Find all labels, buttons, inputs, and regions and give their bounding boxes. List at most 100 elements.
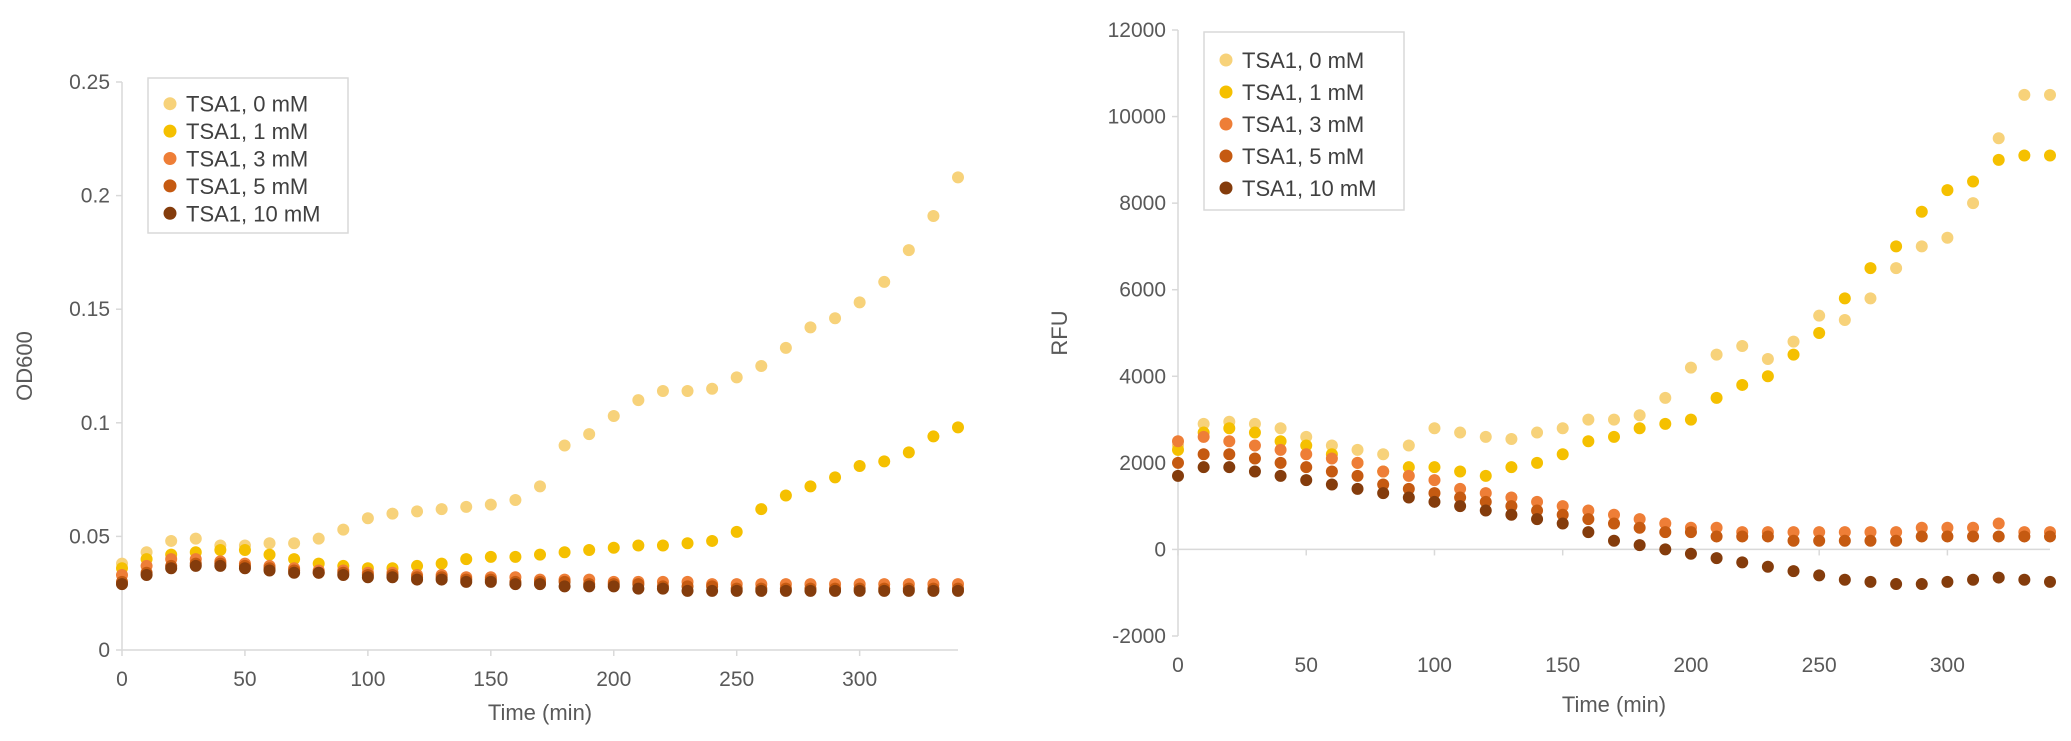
data-point (730, 525, 743, 538)
data-point (1300, 474, 1313, 487)
data-point (681, 584, 694, 597)
data-point (1248, 465, 1261, 478)
data-point (804, 584, 817, 597)
data-point (1172, 435, 1184, 448)
data-point (435, 557, 448, 570)
data-point (681, 384, 694, 397)
legend-marker (1219, 53, 1233, 67)
data-point (386, 571, 399, 584)
data-point (2044, 149, 2056, 162)
legend-label: TSA1, 10 mM (1242, 176, 1376, 201)
data-point (1223, 448, 1236, 461)
data-point (1582, 435, 1595, 448)
data-point (214, 559, 227, 572)
series-1 (1172, 88, 2056, 461)
data-point (1556, 422, 1569, 435)
data-point (1197, 430, 1210, 443)
data-point (558, 439, 571, 452)
data-point (1608, 517, 1620, 530)
data-point (1633, 513, 1646, 526)
legend-label: TSA1, 3 mM (1242, 112, 1364, 137)
data-point (509, 494, 522, 507)
data-point (1633, 539, 1646, 552)
data-point (484, 550, 497, 563)
data-point (263, 537, 276, 550)
data-point (2044, 575, 2056, 588)
data-point (878, 584, 891, 597)
data-point (952, 171, 964, 184)
data-point (632, 394, 645, 407)
data-point (1351, 482, 1364, 495)
data-point (1967, 175, 1980, 188)
data-point (1505, 461, 1518, 474)
y-axis-title: OD600 (12, 331, 37, 401)
data-point (829, 584, 842, 597)
data-point (2018, 88, 2031, 101)
data-point (681, 537, 694, 550)
data-point (1915, 521, 1928, 534)
data-point (534, 548, 546, 561)
data-point (1377, 465, 1390, 478)
legend-box (147, 77, 349, 234)
data-point (1300, 461, 1313, 474)
data-point (509, 578, 522, 591)
data-point (484, 498, 497, 511)
data-point (1787, 526, 1800, 539)
data-point (730, 584, 743, 597)
x-tick-label: 250 (1802, 654, 1837, 677)
data-point (1684, 361, 1697, 374)
data-point (1172, 443, 1184, 456)
data-point (1402, 469, 1415, 482)
data-point (1941, 530, 1954, 543)
data-point (730, 371, 743, 384)
y-tick-label: 0.15 (69, 298, 110, 321)
data-point (263, 548, 276, 561)
data-point (1608, 534, 1620, 547)
data-point (460, 500, 473, 513)
data-point (1890, 240, 1903, 253)
data-point (1608, 430, 1620, 443)
data-point (534, 578, 546, 591)
x-axis-title: Time (min) (1562, 692, 1666, 717)
data-point (1505, 500, 1518, 513)
data-point (1710, 530, 1723, 543)
data-point (1915, 205, 1928, 218)
data-point (140, 569, 153, 582)
y-axis-title: RFU (1047, 310, 1072, 355)
data-point (1351, 443, 1364, 456)
data-point (1377, 487, 1390, 500)
y-tick-label: 2000 (1119, 452, 1166, 475)
data-point (435, 503, 448, 516)
data-point (755, 360, 768, 372)
data-point (804, 321, 817, 334)
x-tick-label: 100 (350, 668, 385, 691)
data-point (1556, 500, 1569, 513)
legend-label: TSA1, 1 mM (186, 119, 308, 144)
data-point (902, 446, 915, 459)
data-point (1428, 422, 1441, 435)
chart-1: 0 0.05 0.1 0.15 0.2 0.25 0 50 100 150 200 250 300 Tim… (12, 71, 964, 725)
data-point (558, 580, 571, 593)
data-point (1531, 504, 1544, 517)
data-point (1838, 534, 1851, 547)
data-point (460, 553, 473, 566)
data-point (1479, 504, 1492, 517)
data-point (1274, 469, 1287, 482)
data-point (1479, 469, 1492, 482)
data-point (263, 564, 276, 577)
data-point (1915, 578, 1928, 591)
data-point (1890, 526, 1903, 539)
data-point (1941, 184, 1954, 197)
data-point (927, 210, 940, 223)
data-point (2044, 88, 2056, 101)
data-point (853, 584, 866, 597)
x-tick-label: 250 (719, 668, 754, 691)
data-point (1582, 526, 1595, 539)
data-point (1582, 504, 1595, 517)
series-2 (116, 421, 964, 575)
data-point (1248, 439, 1261, 452)
data-point (1890, 578, 1903, 591)
data-point (1300, 439, 1313, 452)
data-point (1454, 482, 1467, 495)
